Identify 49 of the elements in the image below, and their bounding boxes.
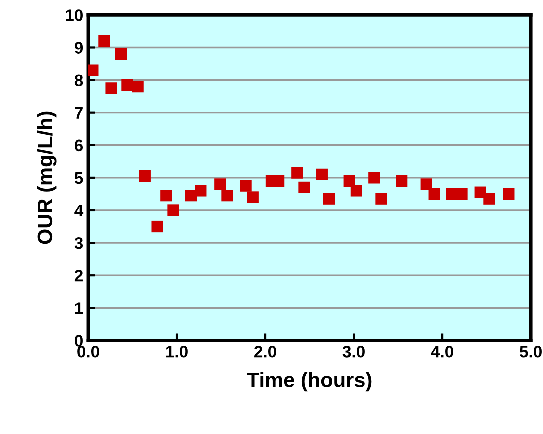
- y-axis-title: OUR (mg/L/h): [37, 112, 57, 244]
- point: [98, 35, 110, 48]
- point: [106, 82, 118, 94]
- point: [420, 178, 432, 190]
- y-tick-label: 3: [74, 237, 84, 250]
- y-tick-label: 0: [75, 335, 83, 347]
- point: [350, 185, 362, 197]
- y-tick-label: 2: [74, 270, 83, 282]
- point: [139, 170, 151, 182]
- x-tick-label: 1.0: [166, 346, 188, 358]
- point: [115, 48, 128, 60]
- x-axis-title: Time (hours): [247, 372, 372, 392]
- point: [368, 172, 380, 184]
- point: [396, 175, 408, 188]
- x-tick-label: 0.0: [78, 346, 100, 358]
- point: [240, 180, 252, 192]
- x-tick-label: 4.0: [431, 346, 454, 358]
- point: [214, 178, 226, 190]
- point: [344, 175, 356, 188]
- y-tick-label: 6: [74, 140, 84, 152]
- point: [323, 193, 336, 205]
- point: [160, 190, 172, 202]
- y-tick-label: 7: [75, 107, 83, 119]
- y-tick-label: 10: [66, 10, 83, 22]
- point: [247, 192, 259, 204]
- point: [456, 188, 468, 200]
- point: [503, 188, 515, 200]
- point: [222, 190, 234, 202]
- point: [298, 182, 310, 194]
- point: [122, 79, 134, 91]
- point: [152, 220, 164, 233]
- x-tick-label: 2.0: [254, 346, 276, 358]
- point: [376, 193, 388, 205]
- y-tick-label: 8: [74, 74, 84, 86]
- point: [292, 167, 304, 179]
- y-tick-label: 5: [74, 172, 84, 184]
- point: [132, 80, 144, 93]
- y-tick-label: 9: [74, 42, 84, 54]
- y-tick-label: 4: [74, 205, 84, 217]
- y-tick-label: 1: [75, 302, 84, 314]
- point: [272, 175, 285, 188]
- point: [168, 204, 180, 216]
- point: [316, 168, 328, 180]
- point: [484, 193, 496, 205]
- point: [428, 188, 440, 200]
- point: [88, 64, 99, 76]
- x-tick-label: 3.0: [342, 346, 365, 358]
- x-tick-label: 5.0: [520, 346, 542, 358]
- point: [195, 185, 207, 197]
